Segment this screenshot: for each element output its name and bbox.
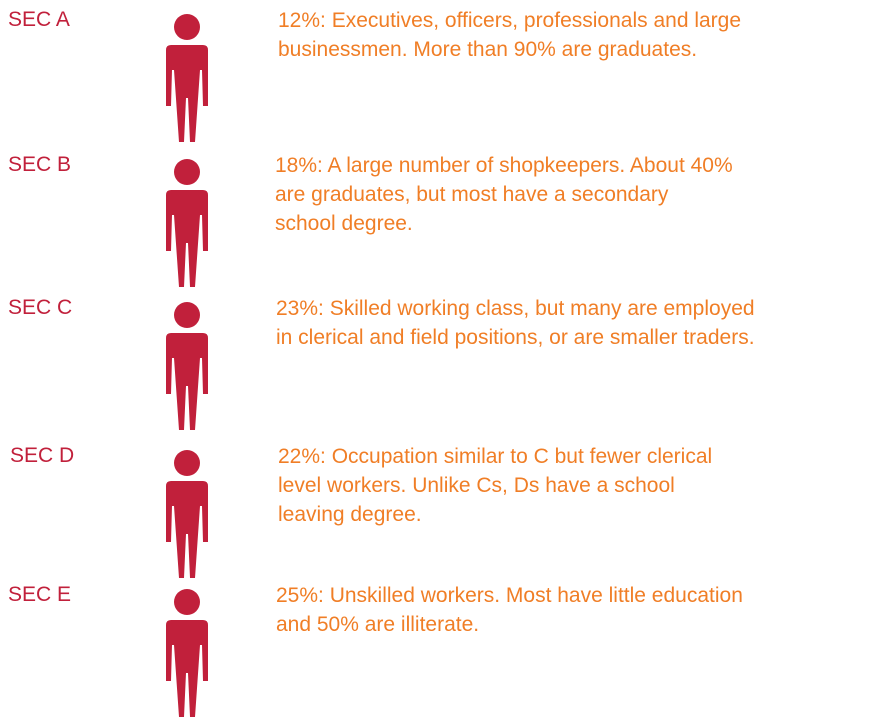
sec-label: SEC B bbox=[8, 153, 72, 176]
description-line: 25%: Unskilled workers. Most have little… bbox=[276, 584, 743, 607]
description-line: leaving degree. bbox=[278, 503, 422, 526]
person-body bbox=[166, 45, 208, 142]
person-head bbox=[174, 302, 200, 328]
description-line: 23%: Skilled working class, but many are… bbox=[276, 297, 755, 320]
sec-row: SEC A 12%: Executives, officers, professi… bbox=[0, 0, 872, 142]
sec-description: 25%: Unskilled workers. Most have little… bbox=[276, 581, 743, 639]
person-head bbox=[174, 450, 200, 476]
person-head bbox=[174, 159, 200, 185]
sec-description: 23%: Skilled working class, but many are… bbox=[276, 294, 755, 352]
sec-label: SEC C bbox=[8, 296, 73, 319]
person-icon bbox=[166, 589, 208, 717]
sec-description: 22%: Occupation similar to C but fewer c… bbox=[278, 442, 712, 529]
description-line: and 50% are illiterate. bbox=[276, 613, 480, 636]
sec-row: SEC B 18%: A large number of shopkeepers.… bbox=[0, 145, 872, 287]
sec-row: SEC D 22%: Occupation similar to C but fe… bbox=[0, 436, 872, 578]
description-line: are graduates, but most have a secondary bbox=[275, 183, 669, 206]
description-line: businessmen. More than 90% are graduates… bbox=[278, 38, 698, 61]
sec-label: SEC E bbox=[8, 583, 72, 606]
sec-row: SEC E 25%: Unskilled workers. Most have l… bbox=[0, 575, 872, 717]
person-head bbox=[174, 589, 200, 615]
description-line: school degree. bbox=[275, 212, 413, 235]
person-body bbox=[166, 333, 208, 430]
person-icon bbox=[166, 14, 208, 142]
description-line: in clerical and field positions, or are … bbox=[276, 326, 755, 349]
sec-label: SEC D bbox=[10, 444, 75, 467]
description-line: 12%: Executives, officers, professionals… bbox=[278, 9, 742, 32]
sec-row: SEC C 23%: Skilled working class, but man… bbox=[0, 288, 872, 430]
sec-label: SEC A bbox=[8, 8, 70, 31]
person-body bbox=[166, 620, 208, 717]
description-line: level workers. Unlike Cs, Ds have a scho… bbox=[278, 474, 675, 497]
sec-description: 18%: A large number of shopkeepers. Abou… bbox=[275, 151, 733, 238]
person-icon bbox=[166, 450, 208, 578]
description-line: 22%: Occupation similar to C but fewer c… bbox=[278, 445, 713, 468]
person-icon bbox=[166, 159, 208, 287]
person-icon bbox=[166, 302, 208, 430]
sec-description: 12%: Executives, officers, professionals… bbox=[278, 6, 741, 64]
person-body bbox=[166, 190, 208, 287]
description-line: 18%: A large number of shopkeepers. Abou… bbox=[275, 154, 733, 177]
person-head bbox=[174, 14, 200, 40]
person-body bbox=[166, 481, 208, 578]
